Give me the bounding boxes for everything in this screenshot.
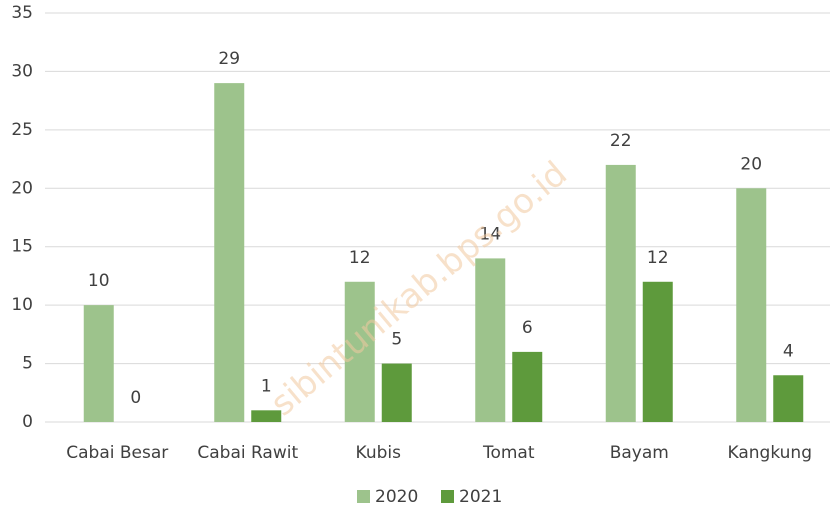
data-label: 22 [610,131,632,151]
y-tick-label: 35 [11,3,33,23]
x-tick-label: Cabai Rawit [197,443,298,463]
data-label: 4 [783,341,794,361]
legend-label: 2020 [375,487,418,507]
bar [344,281,375,422]
legend-swatch [357,490,370,503]
bar [381,363,412,422]
x-tick-label: Tomat [482,443,535,463]
data-label: 5 [391,330,402,350]
bar [642,281,673,422]
y-tick-label: 10 [11,295,33,315]
data-label: 1 [261,376,272,396]
y-tick-label: 20 [11,178,33,198]
bar [773,375,804,422]
y-tick-label: 25 [11,120,33,140]
bar [214,83,245,422]
x-tick-label: Cabai Besar [66,443,168,463]
x-tick-label: Bayam [610,443,669,463]
y-tick-label: 30 [11,61,33,81]
bar [736,188,767,422]
data-label: 6 [522,318,533,338]
y-tick-label: 0 [22,412,33,432]
bar [512,351,543,422]
legend-swatch [441,490,454,503]
data-label: 14 [479,224,501,244]
x-tick-label: Kangkung [728,443,813,463]
bar [83,305,114,422]
data-label: 12 [349,248,371,268]
bar [605,164,636,422]
y-tick-label: 15 [11,237,33,257]
bar [475,258,506,422]
data-label: 20 [740,154,762,174]
y-tick-label: 5 [22,354,33,374]
data-label: 0 [130,388,141,408]
bar [251,410,282,422]
data-label: 10 [88,271,110,291]
legend-label: 2021 [459,487,502,507]
data-label: 12 [647,248,669,268]
x-tick-label: Kubis [356,443,402,463]
data-label: 29 [218,49,240,69]
